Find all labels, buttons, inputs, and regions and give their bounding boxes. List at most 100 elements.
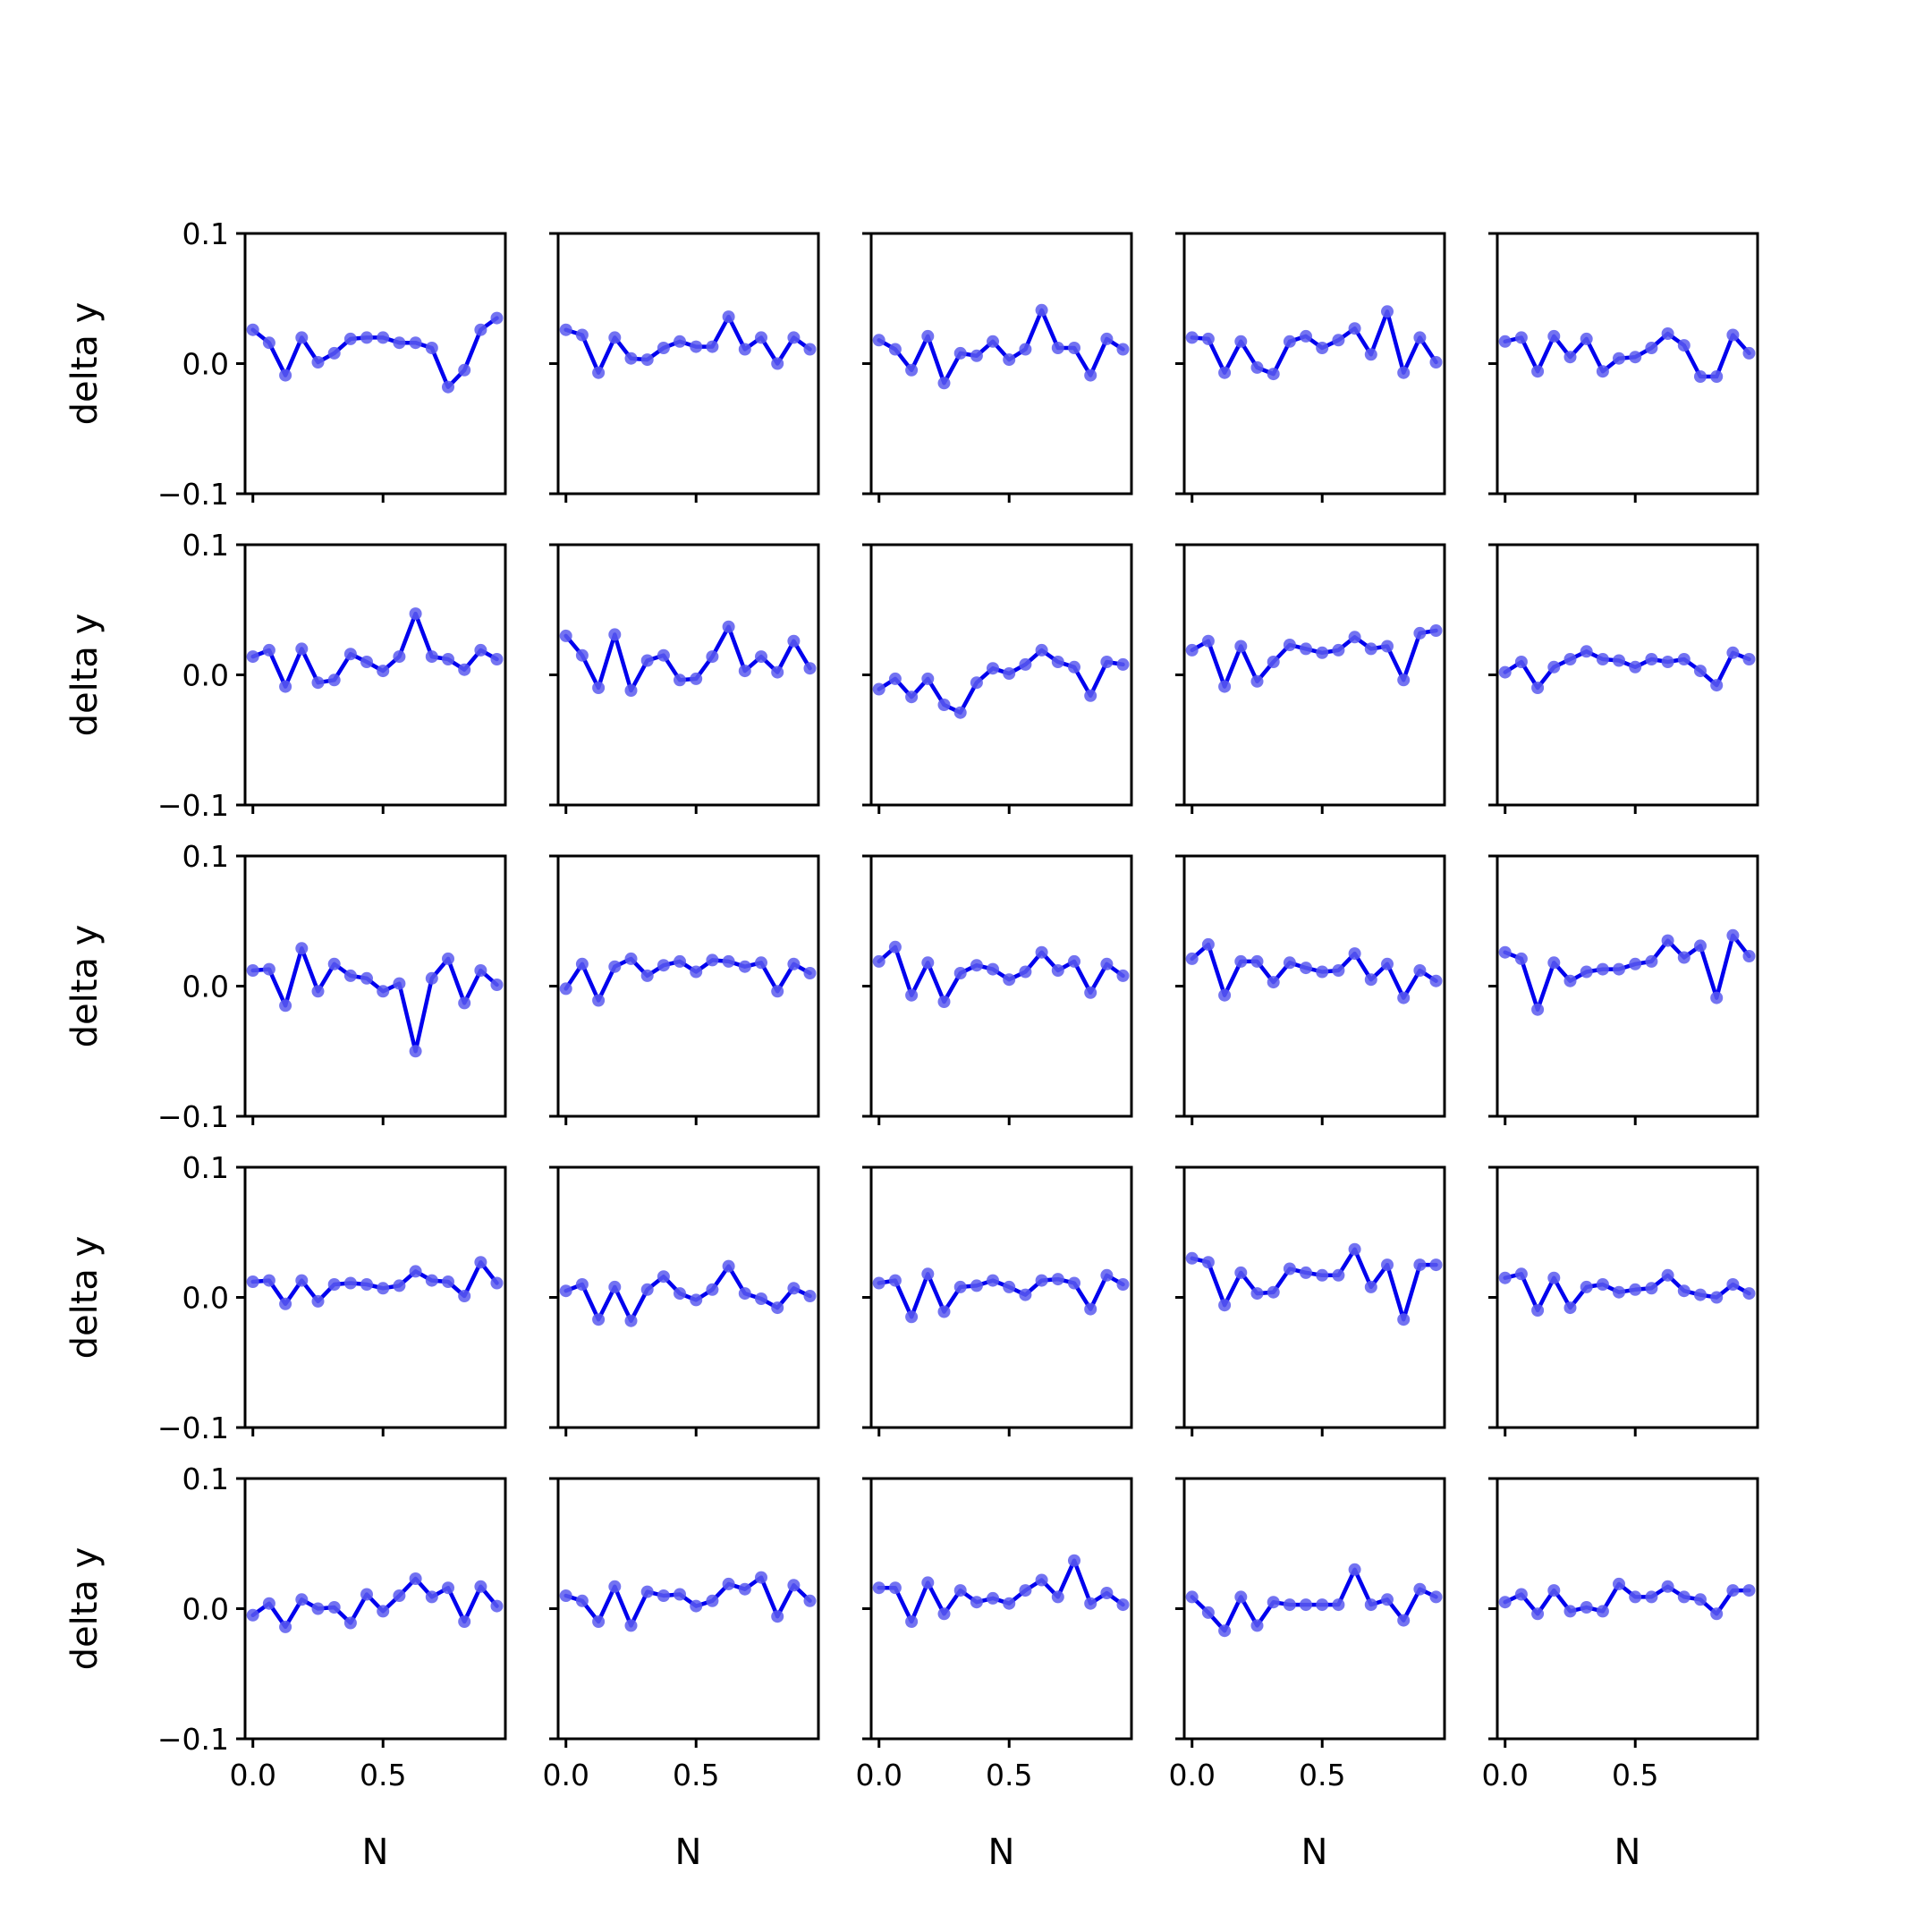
- data-point: [246, 650, 259, 664]
- x-axis-label: N: [1614, 1832, 1641, 1873]
- data-point: [1547, 660, 1561, 674]
- data-point: [722, 1259, 735, 1273]
- series-line: [1503, 649, 1751, 691]
- data-point: [1563, 653, 1577, 665]
- data-point: [343, 332, 357, 345]
- data-point: [987, 662, 999, 675]
- data-point: [393, 977, 406, 990]
- data-point: [425, 1274, 438, 1287]
- data-point: [608, 331, 622, 344]
- data-point: [722, 954, 735, 968]
- data-point: [640, 353, 654, 367]
- data-point: [1531, 1003, 1545, 1016]
- data-point: [803, 662, 817, 675]
- data-point: [592, 994, 606, 1007]
- data-point: [327, 1278, 341, 1291]
- data-point: [1068, 1554, 1080, 1567]
- data-point: [706, 953, 719, 967]
- subplot-r3-c4: [1175, 854, 1446, 1125]
- data-point: [674, 335, 686, 348]
- data-point: [1316, 1598, 1329, 1612]
- data-point: [657, 648, 670, 662]
- y-axis-label: delta y: [64, 925, 106, 1048]
- data-point: [1381, 640, 1394, 653]
- data-point: [575, 648, 589, 662]
- data-point: [1185, 952, 1199, 965]
- subplot-r1-c1: −0.1 0.0 0.1 delta y: [64, 216, 507, 512]
- data-point: [1694, 1288, 1707, 1301]
- data-point: [393, 1279, 406, 1292]
- y-tick-label: 0.0: [182, 970, 229, 1004]
- data-point: [1116, 1598, 1130, 1612]
- subplot-r5-c5: 0.0 0.5 N: [1481, 1477, 1759, 1873]
- data-point: [1629, 660, 1642, 674]
- data-point: [343, 648, 357, 661]
- data-point: [1003, 353, 1016, 367]
- data-point: [1645, 954, 1658, 968]
- data-point: [1234, 1590, 1248, 1604]
- data-point: [1677, 339, 1690, 352]
- data-point: [295, 1274, 309, 1287]
- data-point: [787, 331, 801, 344]
- data-point: [1185, 1251, 1199, 1265]
- y-axis-label: delta y: [64, 1236, 106, 1360]
- data-point: [1710, 370, 1724, 383]
- data-point: [755, 1571, 767, 1584]
- data-point: [1084, 369, 1097, 382]
- data-point: [1267, 656, 1280, 668]
- data-point: [575, 957, 589, 970]
- data-point: [490, 653, 504, 665]
- data-point: [1068, 954, 1080, 968]
- data-point: [1547, 1271, 1561, 1284]
- subplot-r5-c4: 0.0 0.5 N: [1168, 1477, 1446, 1873]
- data-point: [1710, 1291, 1724, 1304]
- data-point: [1742, 1287, 1756, 1301]
- data-point: [953, 346, 967, 360]
- data-point: [1035, 945, 1048, 959]
- data-point: [327, 674, 341, 687]
- data-point: [327, 346, 341, 360]
- data-point: [262, 1274, 275, 1287]
- data-point: [1218, 1624, 1232, 1638]
- data-point: [1003, 973, 1016, 987]
- data-point: [295, 331, 309, 344]
- data-point: [327, 957, 341, 970]
- data-point: [771, 665, 784, 679]
- data-point: [1316, 1268, 1329, 1282]
- series-line: [1190, 628, 1438, 689]
- data-point: [1201, 1606, 1215, 1619]
- data-point: [888, 343, 902, 356]
- y-axis-label: delta y: [64, 1547, 106, 1671]
- subplot-r4-c5: [1488, 1165, 1759, 1436]
- data-point: [1250, 1619, 1264, 1632]
- data-point: [1514, 331, 1528, 344]
- data-point: [1726, 1278, 1740, 1291]
- y-tick-label: 0.1: [182, 1462, 229, 1496]
- data-point: [1397, 991, 1411, 1004]
- data-point: [1019, 1288, 1032, 1301]
- data-point: [1413, 1582, 1427, 1596]
- data-point: [1429, 356, 1443, 369]
- data-point: [1068, 342, 1080, 354]
- data-point: [1100, 1587, 1114, 1599]
- data-point: [360, 1588, 373, 1601]
- data-point: [1019, 1584, 1032, 1597]
- data-point: [1629, 1590, 1642, 1604]
- data-point: [311, 985, 325, 998]
- data-point: [970, 1596, 983, 1609]
- data-point: [690, 965, 703, 979]
- x-axis-label: N: [988, 1832, 1015, 1873]
- data-point: [608, 1580, 622, 1593]
- data-point: [1035, 643, 1048, 657]
- data-point: [1645, 1282, 1658, 1295]
- data-point: [1185, 331, 1199, 344]
- subplot-r5-c2: 0.0 0.5 N: [542, 1477, 820, 1873]
- data-point: [1035, 1274, 1048, 1287]
- data-point: [1250, 954, 1264, 968]
- y-tick-label: 0.1: [182, 839, 229, 874]
- data-point: [592, 366, 606, 379]
- axes-frame: [869, 232, 1133, 496]
- data-point: [1234, 954, 1248, 968]
- data-point: [1218, 988, 1232, 1002]
- data-point: [1003, 667, 1016, 680]
